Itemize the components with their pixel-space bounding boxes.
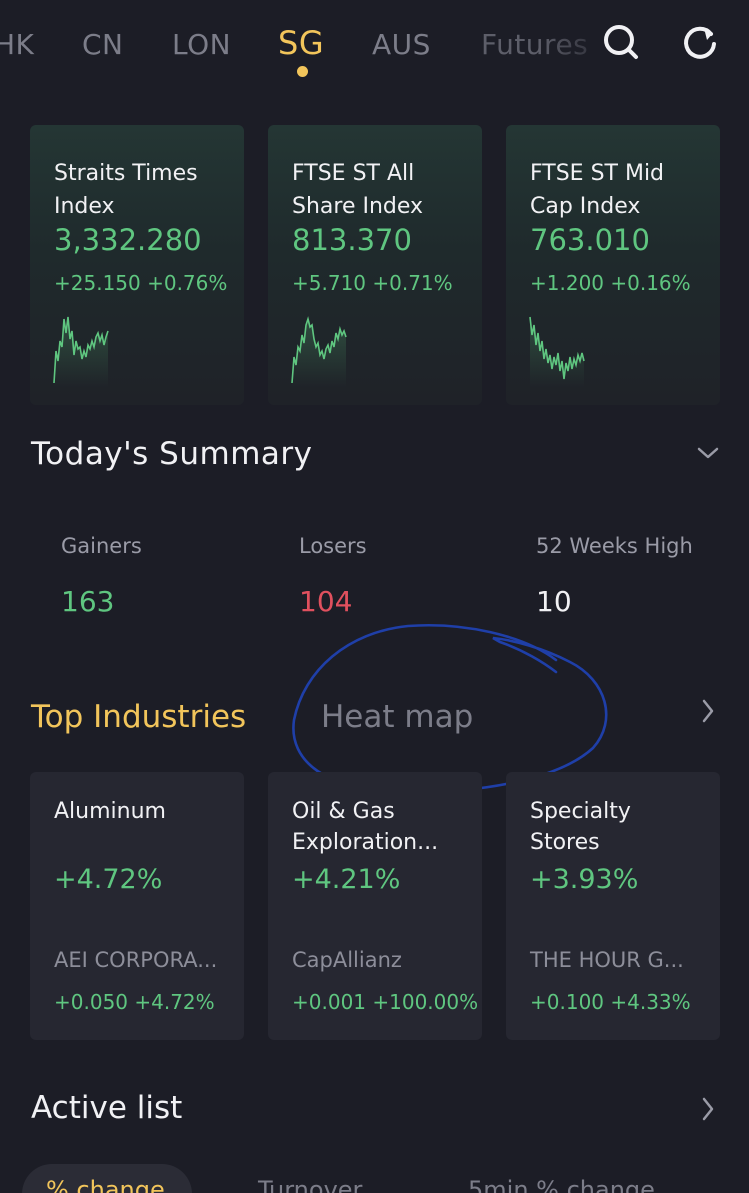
summary-title: Today's Summary [31, 436, 313, 472]
summary-value-gainers[interactable]: 163 [61, 585, 115, 618]
index-value: 813.370 [292, 223, 412, 257]
industry-name: Aluminum [54, 799, 166, 824]
tab-top-industries[interactable]: Top Industries [31, 699, 247, 735]
index-value: 763.010 [530, 223, 650, 257]
active-tab-indicator [297, 66, 308, 77]
tab-aus[interactable]: AUS [372, 28, 431, 61]
summary-value-losers[interactable]: 104 [299, 585, 353, 618]
active-list-title: Active list [31, 1090, 183, 1126]
tab-hk[interactable]: HK [0, 28, 35, 61]
industry-pct-change: +4.21% [292, 864, 401, 895]
chevron-right-icon[interactable] [699, 698, 717, 724]
index-name: Straits Times [54, 161, 198, 186]
index-sparkline [529, 316, 585, 387]
index-name: Share Index [292, 194, 424, 219]
index-card-sti[interactable]: Straits Times Index 3,332.280 +25.150 +0… [30, 125, 244, 405]
industry-card-oil-gas[interactable]: Oil & Gas Exploration... +4.21% CapAllia… [268, 772, 482, 1040]
tab-lon[interactable]: LON [172, 28, 232, 61]
index-change: +1.200 +0.16% [530, 271, 691, 295]
industry-name: Oil & Gas Exploration... [292, 799, 439, 855]
industry-name: Specialty Stores [530, 799, 631, 855]
index-sparkline [291, 316, 347, 387]
industry-card-specialty-stores[interactable]: Specialty Stores +3.93% THE HOUR G... +0… [506, 772, 720, 1040]
industry-top-stock-change: +0.100 +4.33% [530, 990, 691, 1014]
index-sparkline [53, 316, 109, 387]
index-card-ftse-st-all-share[interactable]: FTSE ST All Share Index 813.370 +5.710 +… [268, 125, 482, 405]
industry-top-stock-change: +0.050 +4.72% [54, 990, 215, 1014]
industry-pct-change: +3.93% [530, 864, 639, 895]
chevron-down-icon[interactable] [696, 444, 720, 462]
summary-value-52w-high[interactable]: 10 [536, 585, 572, 618]
index-name: Index [54, 194, 115, 219]
industry-top-stock: THE HOUR G... [530, 948, 684, 972]
summary-label-gainers: Gainers [61, 534, 142, 558]
industry-card-aluminum[interactable]: Aluminum +4.72% AEI CORPORA... +0.050 +4… [30, 772, 244, 1040]
summary-label-losers: Losers [299, 534, 367, 558]
active-list-tab-pct-change[interactable]: % change [46, 1176, 165, 1193]
active-list-tab-5min-pct-change[interactable]: 5min % change [468, 1176, 655, 1193]
index-change: +5.710 +0.71% [292, 271, 453, 295]
industry-top-stock-change: +0.001 +100.00% [292, 990, 479, 1014]
index-name: FTSE ST Mid [530, 161, 665, 186]
chevron-right-icon[interactable] [699, 1096, 717, 1122]
active-list-tab-turnover[interactable]: Turnover [258, 1176, 363, 1193]
search-icon[interactable] [601, 22, 641, 62]
tab-heat-map[interactable]: Heat map [321, 699, 474, 735]
tab-cn[interactable]: CN [82, 28, 124, 61]
industry-pct-change: +4.72% [54, 864, 163, 895]
refresh-icon[interactable] [680, 22, 720, 62]
industry-top-stock: CapAllianz [292, 948, 402, 972]
index-name: FTSE ST All [292, 161, 415, 186]
index-change: +25.150 +0.76% [54, 271, 228, 295]
index-value: 3,332.280 [54, 223, 202, 257]
summary-label-52w-high: 52 Weeks High [536, 534, 693, 558]
index-name: Cap Index [530, 194, 641, 219]
index-card-ftse-st-mid-cap[interactable]: FTSE ST Mid Cap Index 763.010 +1.200 +0.… [506, 125, 720, 405]
industry-top-stock: AEI CORPORA... [54, 948, 218, 972]
tab-sg[interactable]: SG [278, 24, 325, 62]
active-list-tab-selected-bg [22, 1164, 192, 1193]
